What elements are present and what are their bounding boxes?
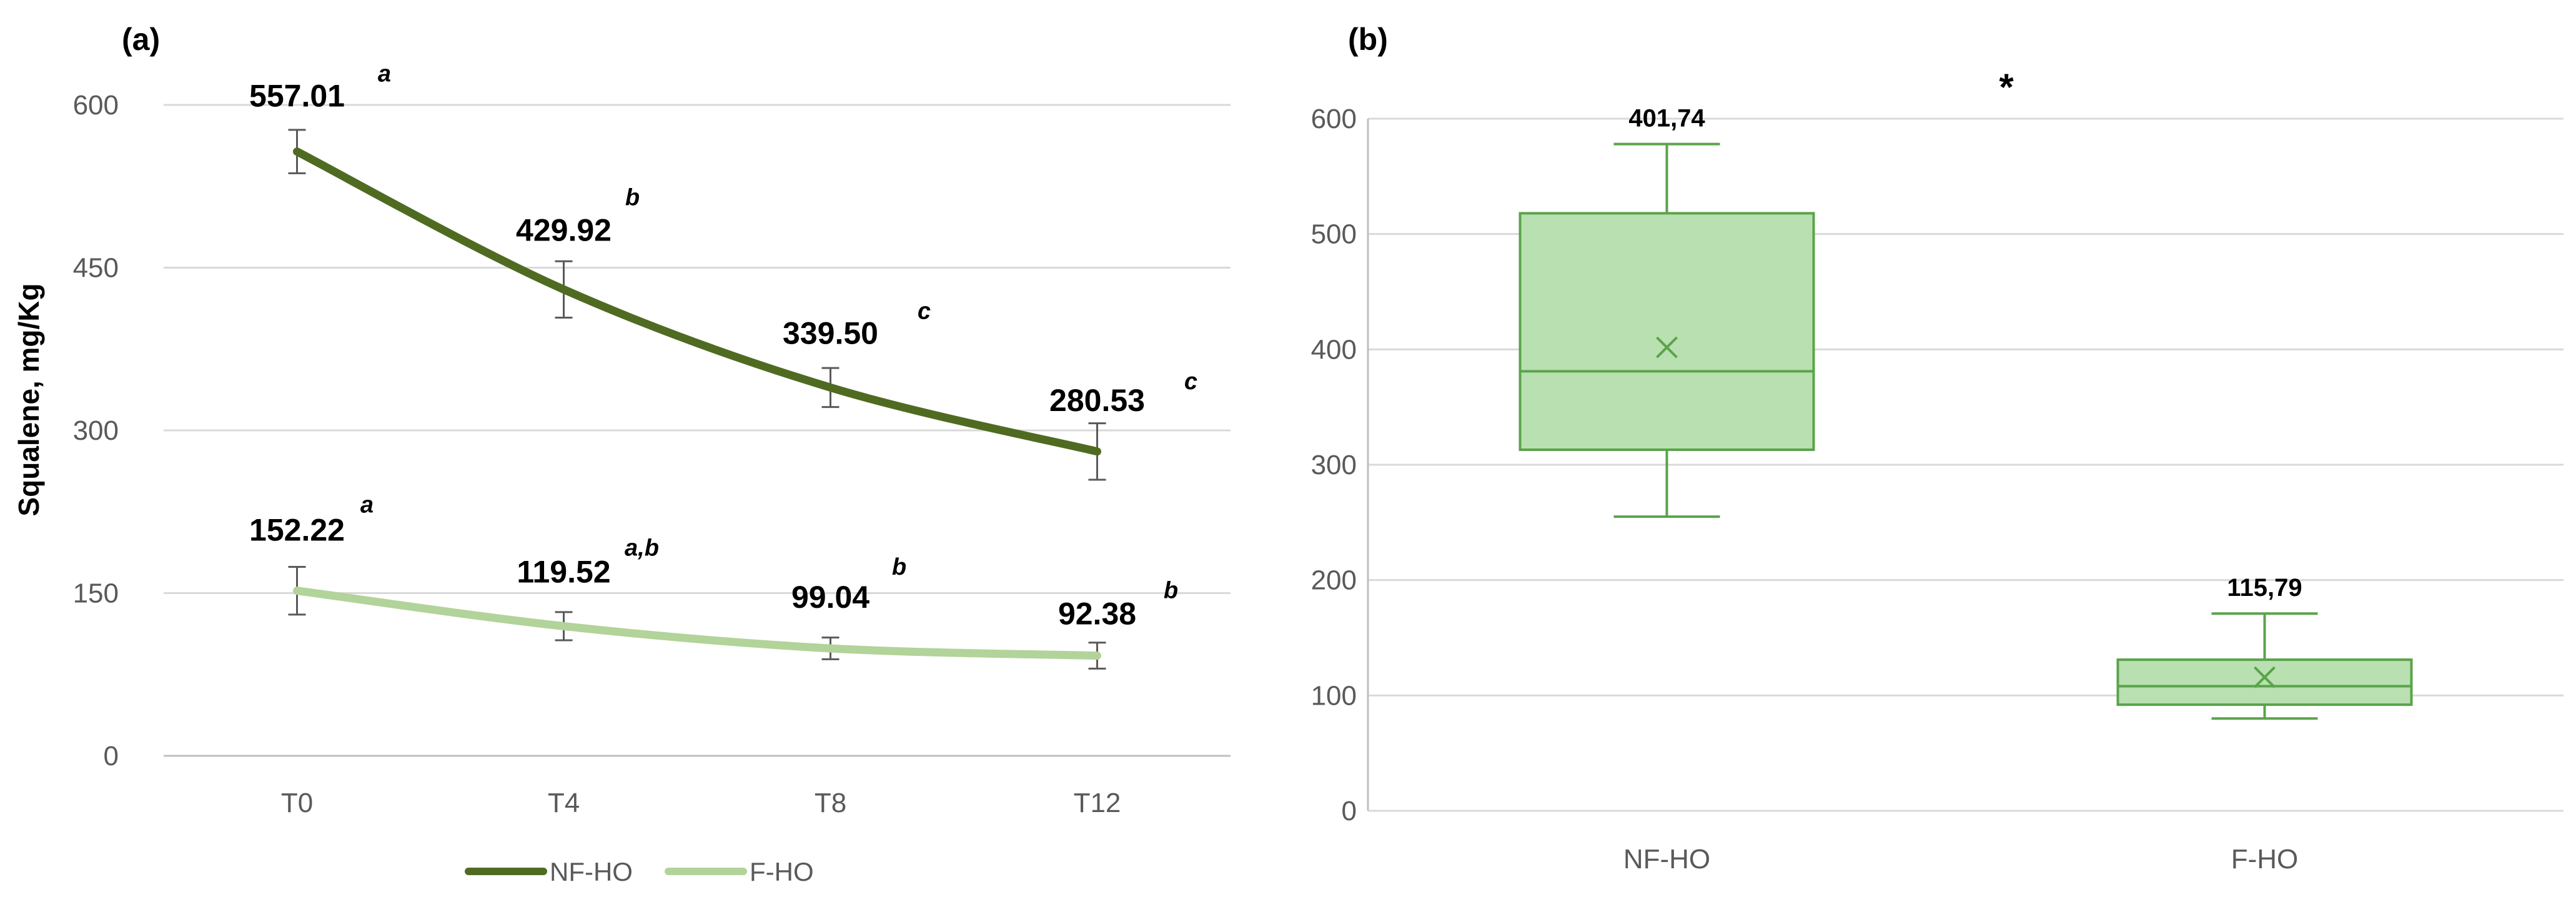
panel-a-label: (a) — [122, 22, 160, 57]
iqr-box — [1518, 212, 1815, 451]
significance-letter: a — [378, 61, 391, 87]
significance-letter: b — [625, 184, 640, 211]
y-tick-label: 400 — [1311, 334, 1357, 365]
data-label: 92.38 — [1058, 597, 1136, 632]
x-tick-label: T0 — [281, 788, 313, 818]
mean-label: 401,74 — [1628, 105, 1705, 132]
x-tick-label: T8 — [815, 788, 846, 818]
series-line-f-ho — [293, 587, 1101, 660]
significance-letter: b — [1164, 578, 1178, 604]
y-tick-label: 0 — [1342, 796, 1357, 826]
mean-label: 115,79 — [2227, 574, 2302, 602]
data-label: 557.01 — [249, 79, 345, 114]
box-f-ho: 115,79 — [2116, 574, 2413, 720]
significance-letter: c — [918, 298, 931, 324]
legend-label: F-HO — [750, 857, 814, 886]
y-tick-label: 600 — [73, 90, 119, 121]
data-label: 280.53 — [1049, 383, 1145, 418]
box-plot-panel: (b) * 0 100 200 300 400 500 600 NF-HO F-HO 401,… — [1311, 22, 2564, 875]
x-tick-label: T4 — [548, 788, 580, 818]
mean-marker — [2254, 666, 2276, 688]
significance-letter: b — [892, 554, 906, 580]
mean-marker — [1656, 336, 1678, 359]
iqr-box — [2116, 658, 2413, 706]
x-tick-label: T12 — [1074, 788, 1121, 818]
y-tick-label: 450 — [73, 253, 119, 284]
significance-letter: c — [1184, 369, 1197, 395]
panel-b-label: (b) — [1348, 22, 1388, 57]
significance-letter: a,b — [625, 535, 659, 561]
line-chart-panel: (a) Squalene, mg/Kg 0 150 300 450 600 T0 T4 T8… — [12, 22, 1231, 886]
x-tick-label: F-HO — [2231, 844, 2299, 875]
legend-label: NF-HO — [550, 857, 633, 886]
y-tick-label: 500 — [1311, 219, 1357, 250]
y-axis-title: Squalene, mg/Kg — [12, 283, 45, 516]
y-tick-label: 200 — [1311, 565, 1357, 596]
legend-item-f-ho: F-HO — [665, 857, 814, 886]
data-label: 152.22 — [249, 513, 345, 548]
significance-letter: a — [360, 492, 374, 518]
x-tick-label: NF-HO — [1623, 844, 1710, 875]
series-line-nf-ho — [293, 147, 1101, 456]
data-label: 119.52 — [517, 554, 610, 589]
legend: NF-HO F-HO — [465, 857, 814, 886]
legend-item-nf-ho: NF-HO — [465, 857, 633, 886]
y-tick-label: 300 — [73, 415, 119, 446]
box-nf-ho: 401,74 — [1518, 105, 1815, 518]
y-tick-label: 600 — [1311, 104, 1357, 134]
y-tick-label: 0 — [104, 741, 119, 771]
data-label: 429.92 — [516, 212, 612, 247]
data-label: 339.50 — [783, 315, 878, 350]
y-tick-label: 100 — [1311, 680, 1357, 711]
data-label: 99.04 — [791, 580, 869, 615]
y-tick-label: 150 — [73, 578, 119, 609]
significance-asterisk: * — [1999, 66, 2014, 108]
y-tick-label: 300 — [1311, 450, 1357, 480]
